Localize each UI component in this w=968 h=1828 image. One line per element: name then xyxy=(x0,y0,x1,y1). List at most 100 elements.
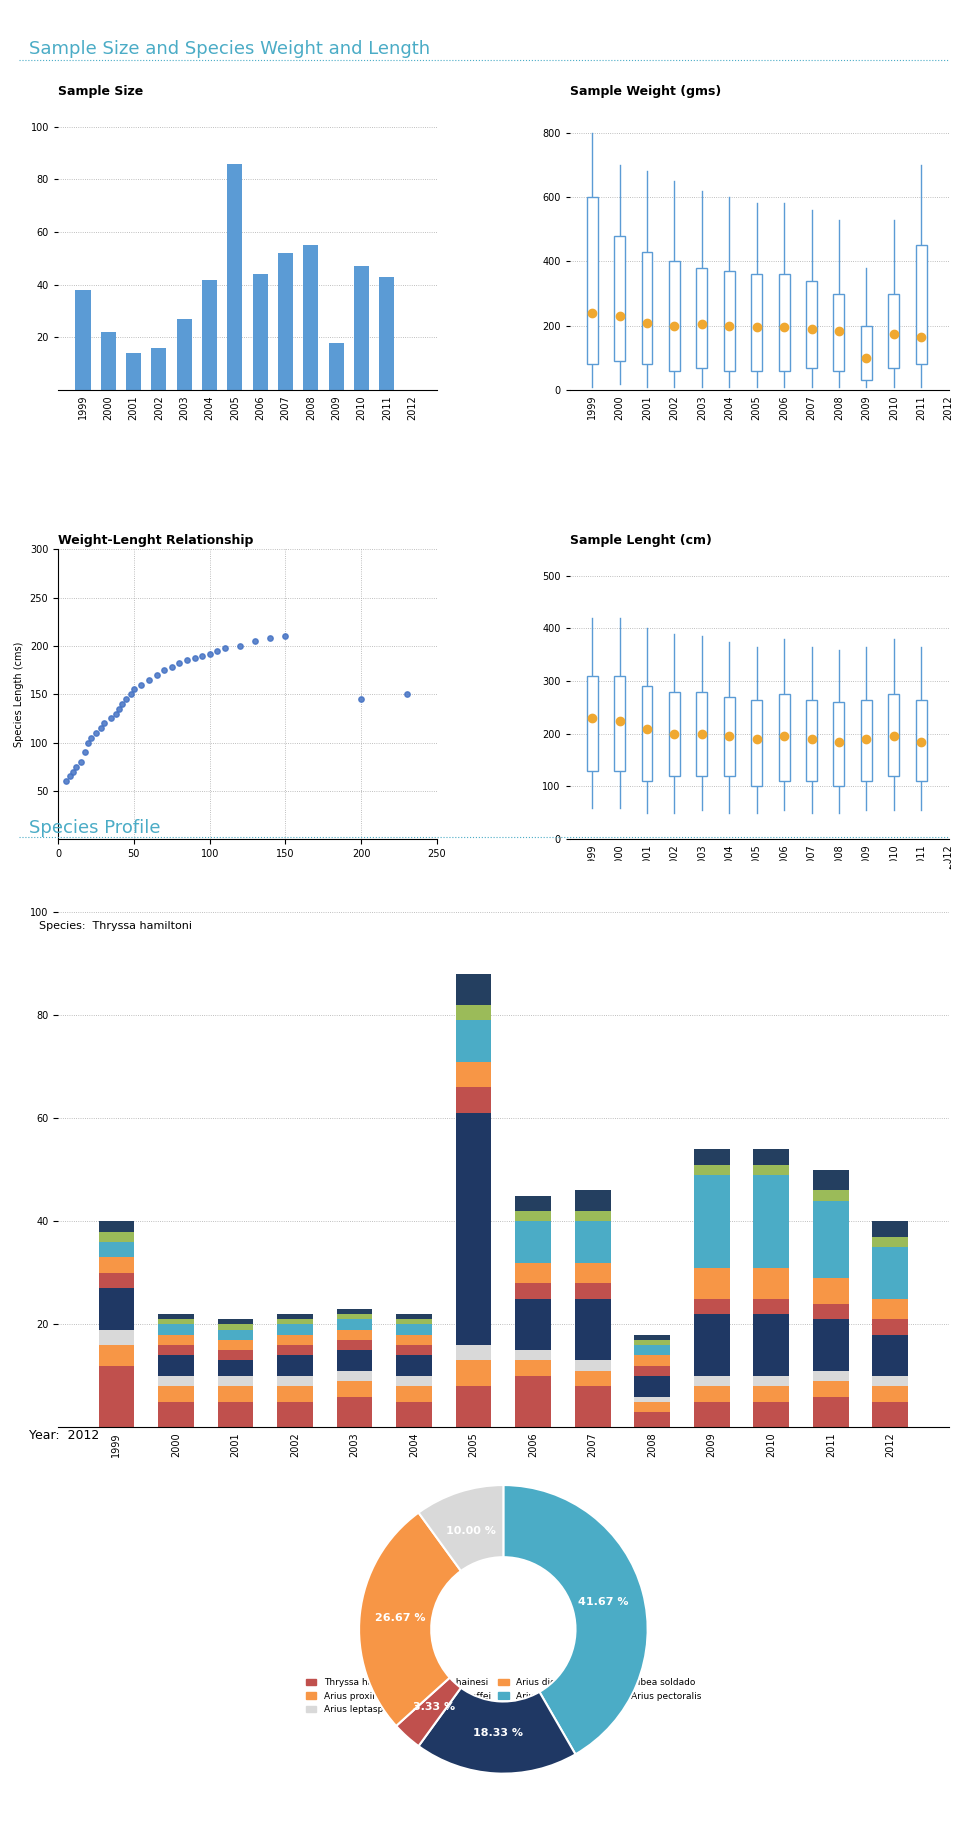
Point xyxy=(80,728,96,757)
Bar xyxy=(278,252,293,389)
Bar xyxy=(813,1278,849,1303)
Bar xyxy=(337,1329,373,1340)
Bar xyxy=(515,1283,551,1298)
Bar xyxy=(694,1164,730,1175)
Point xyxy=(157,656,172,686)
Bar xyxy=(634,1376,670,1397)
Bar xyxy=(575,1263,611,1283)
Bar xyxy=(456,1386,492,1428)
Bar xyxy=(669,261,680,371)
Bar xyxy=(916,245,926,364)
Bar xyxy=(328,342,344,389)
Bar xyxy=(753,1376,789,1386)
Bar xyxy=(694,1314,730,1376)
Bar xyxy=(99,1221,135,1232)
Bar xyxy=(575,1210,611,1221)
Bar xyxy=(396,1386,432,1402)
Bar xyxy=(396,1325,432,1334)
Text: Sample Lenght (cm): Sample Lenght (cm) xyxy=(570,534,711,547)
Bar xyxy=(751,700,762,786)
Bar xyxy=(861,700,872,781)
Bar xyxy=(872,1221,908,1238)
Wedge shape xyxy=(503,1484,648,1755)
Point xyxy=(96,709,111,739)
Bar xyxy=(872,1298,908,1320)
Bar xyxy=(218,1320,254,1325)
Point xyxy=(118,684,134,713)
Bar xyxy=(575,1283,611,1298)
Bar xyxy=(337,1351,373,1371)
Point xyxy=(149,660,165,689)
Text: 18.33 %: 18.33 % xyxy=(473,1727,523,1738)
Bar xyxy=(872,1386,908,1402)
Point xyxy=(232,631,248,660)
Bar xyxy=(158,1376,194,1386)
Y-axis label: Species Length (cms): Species Length (cms) xyxy=(15,642,24,748)
Bar xyxy=(694,1402,730,1428)
Bar xyxy=(218,1402,254,1428)
Point xyxy=(73,748,88,777)
Bar xyxy=(218,1340,254,1351)
Point xyxy=(77,737,93,766)
Bar xyxy=(696,267,708,367)
Bar xyxy=(634,1402,670,1411)
Bar xyxy=(753,1175,789,1269)
Bar xyxy=(396,1355,432,1376)
Wedge shape xyxy=(418,1484,503,1570)
Bar xyxy=(872,1402,908,1428)
Text: 3.33 %: 3.33 % xyxy=(412,1702,455,1711)
Bar xyxy=(456,1005,492,1020)
Bar xyxy=(587,197,597,364)
Bar xyxy=(724,696,735,775)
Bar xyxy=(587,676,597,771)
Point xyxy=(104,704,119,733)
Bar xyxy=(253,274,268,389)
Point xyxy=(202,640,218,669)
Bar xyxy=(872,1320,908,1334)
Point xyxy=(171,649,187,678)
Point xyxy=(93,713,108,742)
Bar xyxy=(99,1329,135,1345)
Bar xyxy=(813,1382,849,1397)
Bar xyxy=(277,1402,313,1428)
Point xyxy=(58,766,74,795)
Bar xyxy=(872,1376,908,1386)
Bar xyxy=(76,291,90,389)
Point xyxy=(63,762,78,792)
Point xyxy=(123,680,138,709)
Legend: Thryssa hamiltoni, Arius proximus, Arius leptaspis, Arius hainesi, Arius graeffe: Thryssa hamiltoni, Arius proximus, Arius… xyxy=(302,1674,705,1718)
Bar xyxy=(277,1355,313,1376)
Bar xyxy=(337,1314,373,1320)
Bar xyxy=(861,325,872,380)
Bar xyxy=(337,1309,373,1314)
Bar xyxy=(753,1269,789,1298)
Point xyxy=(69,751,84,781)
Bar xyxy=(634,1345,670,1355)
Bar xyxy=(456,974,492,1005)
Bar xyxy=(277,1334,313,1345)
Wedge shape xyxy=(359,1512,461,1726)
Text: 26.67 %: 26.67 % xyxy=(375,1614,425,1623)
Bar xyxy=(694,1269,730,1298)
Bar xyxy=(99,1258,135,1272)
Bar xyxy=(218,1376,254,1386)
Point xyxy=(111,695,127,724)
Point xyxy=(248,627,263,656)
Point xyxy=(126,675,141,704)
Bar xyxy=(778,695,790,781)
Wedge shape xyxy=(396,1678,461,1746)
Bar xyxy=(99,1272,135,1289)
Bar xyxy=(515,1263,551,1283)
Bar xyxy=(218,1360,254,1376)
Bar xyxy=(176,320,192,389)
Bar xyxy=(833,702,844,786)
Bar xyxy=(872,1238,908,1247)
Bar xyxy=(753,1402,789,1428)
Point xyxy=(353,684,369,713)
Wedge shape xyxy=(418,1687,576,1773)
Text: Sample Size and Species Weight and Length: Sample Size and Species Weight and Lengt… xyxy=(29,40,430,58)
Bar xyxy=(158,1334,194,1345)
Bar xyxy=(694,1150,730,1164)
Bar xyxy=(218,1351,254,1360)
Bar xyxy=(872,1334,908,1376)
